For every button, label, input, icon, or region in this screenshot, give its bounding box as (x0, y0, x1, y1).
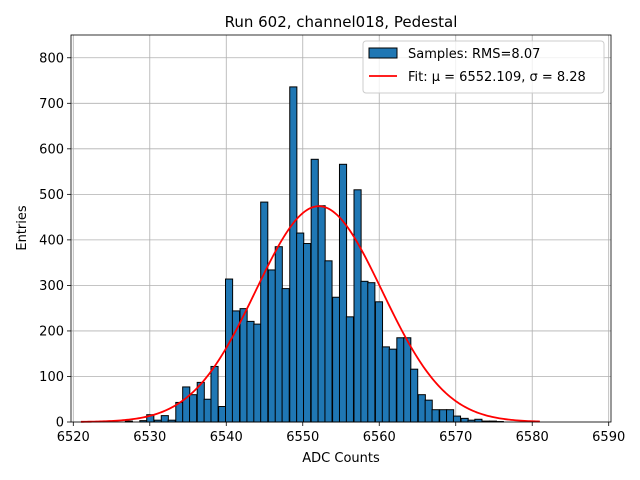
histogram-bars (124, 86, 504, 423)
histogram-bar (218, 406, 227, 423)
x-tick-label: 6550 (286, 430, 319, 445)
x-tick-label: 6570 (439, 430, 472, 445)
histogram-bar (474, 418, 483, 423)
y-tick-label: 300 (39, 279, 64, 294)
x-tick-label: 6580 (516, 430, 549, 445)
histogram-bar (388, 348, 397, 423)
histogram-bar (196, 381, 205, 423)
legend-label-fit: Fit: μ = 6552.109, σ = 8.28 (408, 70, 586, 85)
histogram-bar (460, 417, 469, 423)
y-axis-label: Entries (15, 205, 30, 251)
histogram-bar (374, 301, 384, 423)
histogram-bar (203, 398, 212, 423)
histogram-bar (281, 288, 290, 423)
histogram-bar (160, 415, 169, 423)
histogram-bar (260, 201, 269, 423)
histogram-bar (274, 246, 283, 423)
histogram-bar (324, 260, 333, 423)
y-tick-label: 400 (39, 233, 64, 248)
histogram-bar (417, 394, 426, 423)
y-tick-label: 100 (39, 370, 64, 385)
histogram-bar (332, 296, 341, 423)
y-tick-label: 600 (39, 142, 64, 157)
histogram-bar (189, 394, 198, 423)
histogram-bar (225, 278, 234, 423)
x-tick-label: 6530 (133, 430, 166, 445)
legend-swatch-samples (368, 47, 398, 59)
fit-curve (80, 205, 540, 423)
histogram-bar (439, 409, 448, 423)
histogram-bar (317, 205, 326, 423)
histogram-bar (303, 243, 312, 423)
histogram-bar (424, 399, 433, 423)
chart-title: Run 602, channel018, Pedestal (225, 13, 458, 31)
fit-line (80, 205, 540, 423)
histogram-bar (338, 163, 348, 423)
histogram-bar (246, 320, 255, 423)
histogram-bar (267, 269, 276, 423)
histogram-bar (367, 282, 376, 423)
histogram-bar (253, 323, 262, 423)
y-tick-label: 800 (39, 51, 64, 66)
plot-frame (70, 34, 612, 423)
x-tick-label: 6560 (363, 430, 396, 445)
y-tick-label: 0 (56, 416, 64, 431)
y-tick-label: 700 (39, 97, 64, 112)
legend-box (362, 40, 605, 94)
legend: Samples: RMS=8.07 Fit: μ = 6552.109, σ =… (362, 40, 605, 94)
histogram-bar (210, 365, 219, 423)
histogram-bar (381, 346, 390, 423)
histogram-bar (403, 337, 412, 423)
legend-label-samples: Samples: RMS=8.07 (408, 47, 540, 62)
x-axis-label: ADC Counts (302, 451, 380, 466)
histogram-bar (396, 337, 405, 423)
histogram-bar (452, 415, 462, 423)
x-tick-label: 6520 (57, 430, 90, 445)
histogram-bar (239, 308, 248, 423)
histogram-bar (345, 316, 354, 423)
y-axis: 0 100 200 300 400 500 600 700 800 (39, 51, 71, 431)
histogram-bar (410, 368, 419, 423)
histogram-bar (431, 409, 440, 423)
histogram-bar (353, 189, 362, 423)
x-tick-label: 6540 (210, 430, 243, 445)
x-axis: 6520 6530 6540 6550 6560 6570 6580 6590 (57, 422, 625, 445)
x-tick-label: 6590 (592, 430, 625, 445)
y-tick-label: 500 (39, 188, 64, 203)
histogram-bar (182, 386, 191, 423)
histogram-bar (310, 158, 319, 423)
histogram-bar (296, 232, 305, 423)
histogram-bar (360, 280, 369, 423)
histogram-bar (446, 409, 455, 423)
y-tick-label: 200 (39, 324, 64, 339)
histogram-bar (289, 86, 298, 423)
